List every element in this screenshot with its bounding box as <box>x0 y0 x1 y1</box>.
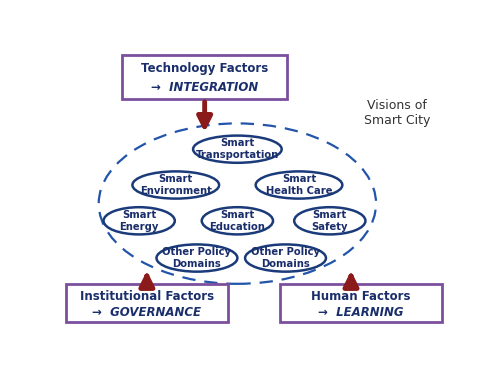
Ellipse shape <box>157 244 238 272</box>
Text: Technology Factors: Technology Factors <box>141 62 268 76</box>
Text: →  INTEGRATION: → INTEGRATION <box>151 81 258 94</box>
FancyBboxPatch shape <box>122 55 287 99</box>
Ellipse shape <box>103 207 175 234</box>
Text: →  GOVERNANCE: → GOVERNANCE <box>92 306 201 319</box>
Ellipse shape <box>132 171 219 199</box>
Text: Other Policy
Domains: Other Policy Domains <box>251 247 320 269</box>
Text: Human Factors: Human Factors <box>311 290 411 303</box>
Text: →  LEARNING: → LEARNING <box>318 306 404 319</box>
Ellipse shape <box>245 244 326 272</box>
Text: Smart
Education: Smart Education <box>209 209 265 232</box>
Ellipse shape <box>294 207 365 234</box>
Text: Smart
Health Care: Smart Health Care <box>266 174 332 196</box>
Text: Other Policy
Domains: Other Policy Domains <box>163 247 232 269</box>
Text: Smart
Transportation: Smart Transportation <box>196 138 279 160</box>
Ellipse shape <box>202 207 273 234</box>
Text: Smart
Energy: Smart Energy <box>119 209 159 232</box>
Text: Smart
Safety: Smart Safety <box>312 209 348 232</box>
FancyBboxPatch shape <box>280 284 441 323</box>
Text: Institutional Factors: Institutional Factors <box>80 290 214 303</box>
Ellipse shape <box>255 171 342 199</box>
Text: Smart
Environment: Smart Environment <box>140 174 212 196</box>
FancyBboxPatch shape <box>66 284 228 323</box>
Text: Visions of
Smart City: Visions of Smart City <box>364 99 430 127</box>
Ellipse shape <box>193 135 282 163</box>
